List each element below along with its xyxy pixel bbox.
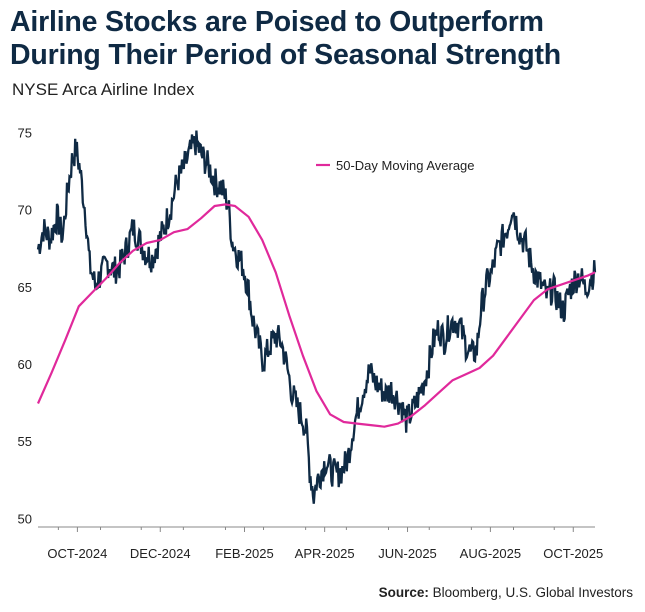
x-tick-label: FEB-2025 xyxy=(215,546,274,561)
chart-legend: 50-Day Moving Average xyxy=(316,158,475,173)
y-tick-label: 60 xyxy=(18,357,32,372)
title-line-2: During Their Period of Seasonal Strength xyxy=(10,39,561,71)
source-note: Source: Bloomberg, U.S. Global Investors xyxy=(379,585,633,600)
x-tick-label: DEC-2024 xyxy=(130,546,191,561)
series-line-moving-average xyxy=(36,203,596,428)
legend-label-moving-average: 50-Day Moving Average xyxy=(336,158,475,173)
series-line-airline-index xyxy=(36,130,597,504)
chart-subtitle: NYSE Arca Airline Index xyxy=(12,80,195,99)
x-tick-label: JUN-2025 xyxy=(378,546,437,561)
chart-series xyxy=(36,130,597,504)
x-tick-label: APR-2025 xyxy=(295,546,355,561)
y-tick-label: 55 xyxy=(18,434,32,449)
source-text: Bloomberg, U.S. Global Investors xyxy=(428,585,633,600)
x-tick-label: AUG-2025 xyxy=(460,546,521,561)
chart-title: Airline Stocks are Poised to Outperform … xyxy=(10,6,640,72)
x-tick-label: OCT-2025 xyxy=(543,546,603,561)
y-tick-label: 50 xyxy=(18,511,32,526)
y-tick-label: 75 xyxy=(18,125,32,140)
y-tick-label: 70 xyxy=(18,203,32,218)
title-line-1: Airline Stocks are Poised to Outperform xyxy=(10,6,544,38)
x-tick-label: OCT-2024 xyxy=(47,546,107,561)
y-tick-label: 65 xyxy=(18,280,32,295)
chart-axes: 50 55 60 65 70 75 OCT-2024 DEC-2024 FEB-2025 APR-… xyxy=(18,125,604,561)
source-label: Source: xyxy=(378,585,429,600)
